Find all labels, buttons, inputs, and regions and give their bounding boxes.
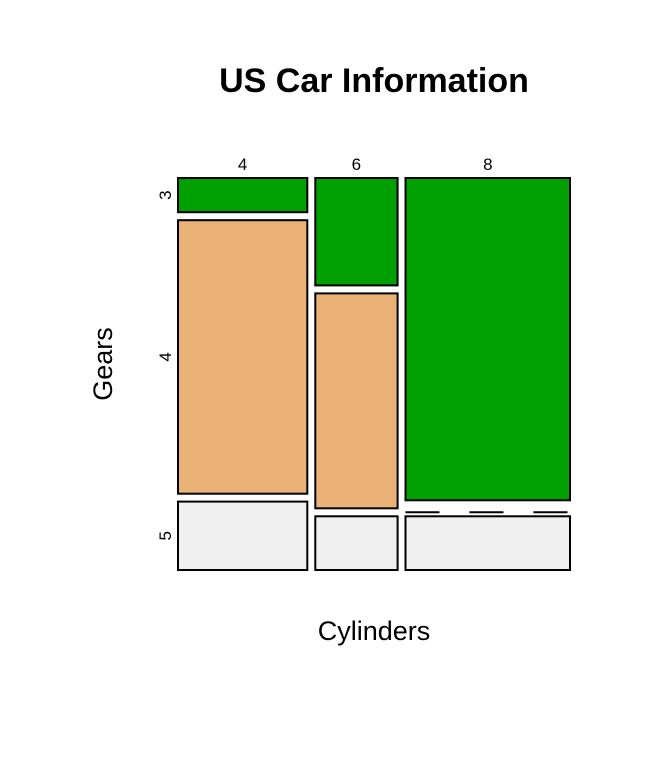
mosaic-tiles [177, 177, 571, 572]
y-axis-title: Gears [88, 327, 118, 401]
y-tick-label-3: 3 [156, 190, 175, 199]
tick-labels: 4 6 8 3 4 5 [156, 155, 493, 541]
chart-title: US Car Information [219, 62, 529, 100]
y-tick-label-5: 5 [156, 531, 175, 540]
y-tick-label-4: 4 [156, 352, 175, 361]
tile-cyl-8-gear-5 [404, 515, 571, 571]
tile-cyl-4-gear-5 [177, 500, 309, 572]
tile-cyl-4-gear-3 [177, 177, 309, 214]
x-tick-label-4: 4 [238, 155, 247, 174]
x-tick-label-8: 8 [483, 155, 492, 174]
tile-cyl-6-gear-3 [314, 177, 399, 287]
x-axis-title: Cylinders [318, 616, 431, 646]
tile-cyl-6-gear-4 [314, 292, 399, 510]
tile-cyl-6-gear-5 [314, 515, 399, 571]
x-tick-label-6: 6 [352, 155, 361, 174]
tile-cyl-4-gear-4 [177, 219, 309, 495]
tile-cyl-8-gear-3 [404, 177, 571, 502]
